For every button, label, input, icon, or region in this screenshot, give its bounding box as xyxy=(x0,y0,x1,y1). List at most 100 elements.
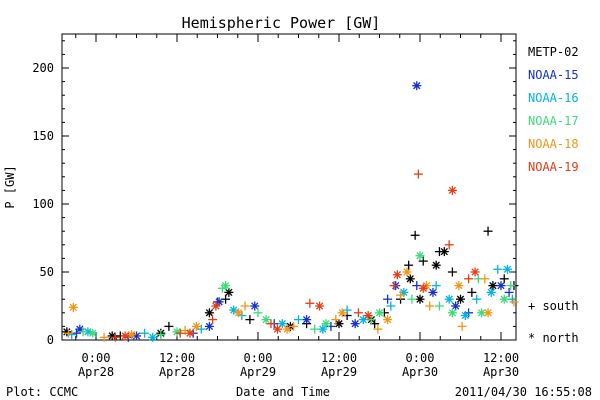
north-point xyxy=(88,328,98,338)
legend-item-metp-02: METP-02 xyxy=(528,45,579,59)
marker-stroke xyxy=(351,320,359,328)
south-point xyxy=(413,169,423,179)
north-point xyxy=(68,302,78,312)
y-tick-label: 0 xyxy=(47,333,54,347)
marker-stroke xyxy=(406,275,414,283)
north-point xyxy=(375,308,384,318)
north-point xyxy=(321,319,331,329)
marker-legend: + south * north xyxy=(528,299,579,345)
x-tick-label: 0:00 xyxy=(244,351,273,365)
legend-item-noaa-16: NOAA-16 xyxy=(528,91,579,105)
marker-stroke xyxy=(186,329,194,337)
north-point xyxy=(363,311,373,321)
north-point xyxy=(428,287,438,297)
north-point xyxy=(483,308,493,318)
marker-stroke xyxy=(108,332,116,340)
marker-stroke xyxy=(489,281,497,290)
south-point xyxy=(506,281,516,291)
marker-stroke xyxy=(383,315,392,324)
marker-stroke xyxy=(225,288,233,297)
north-point xyxy=(120,331,130,341)
north-point xyxy=(250,301,260,311)
x-tick-date-label: Apr30 xyxy=(483,365,519,379)
legend-item-noaa-18: NOAA-18 xyxy=(528,137,579,151)
south-point xyxy=(425,301,435,311)
marker-stroke xyxy=(500,295,508,303)
north-point xyxy=(499,294,509,304)
south-point xyxy=(404,260,414,270)
marker-stroke xyxy=(230,306,238,314)
y-axis: 0 50 100 150 200 xyxy=(32,40,516,347)
north-point xyxy=(447,308,457,318)
south-point xyxy=(483,226,493,236)
data-points xyxy=(62,81,519,342)
marker-stroke xyxy=(445,295,453,303)
marker-stroke xyxy=(319,325,327,333)
south-point xyxy=(383,294,393,304)
marker-stroke xyxy=(205,322,214,331)
marker-stroke xyxy=(76,325,84,333)
south-point xyxy=(305,298,315,308)
south-point xyxy=(509,297,519,307)
north-point xyxy=(191,321,201,331)
south-point xyxy=(353,308,363,318)
x-tick-date-label: Apr28 xyxy=(78,365,114,379)
north-point xyxy=(444,294,454,304)
south-point xyxy=(499,274,509,284)
south-point xyxy=(99,332,109,342)
north-point xyxy=(447,185,457,195)
x-axis-label: Date and Time xyxy=(236,385,330,399)
north-point xyxy=(350,319,360,329)
north-point xyxy=(337,308,347,318)
marker-stroke xyxy=(413,82,421,90)
south-point xyxy=(389,281,399,291)
x-tick-date-label: Apr30 xyxy=(402,365,438,379)
legend-item-noaa-17: NOAA-17 xyxy=(528,114,579,128)
y-axis-label: P [GW] xyxy=(3,165,17,208)
marker-stroke xyxy=(69,303,77,312)
north-point xyxy=(282,324,292,334)
south-point xyxy=(407,294,417,304)
marker-stroke xyxy=(251,302,259,310)
north-point xyxy=(127,330,137,340)
south-point xyxy=(396,290,406,300)
north-point xyxy=(405,274,415,284)
marker-stroke xyxy=(89,329,97,337)
x-tick-date-label: Apr29 xyxy=(321,365,357,379)
marker-stroke xyxy=(416,295,424,303)
marker-stroke xyxy=(393,271,401,279)
north-point xyxy=(454,281,464,291)
marker-stroke xyxy=(335,320,343,328)
south-point xyxy=(457,321,467,331)
marker-stroke xyxy=(221,281,230,290)
marker-stroke xyxy=(121,332,129,340)
south-point xyxy=(266,319,276,329)
marker-stroke xyxy=(273,325,282,333)
south-point xyxy=(140,328,150,338)
marker-stroke xyxy=(429,288,437,297)
north-point xyxy=(204,308,214,318)
south-point xyxy=(164,321,174,331)
south-point xyxy=(110,332,120,342)
marker-stroke xyxy=(471,268,479,276)
north-point xyxy=(315,301,325,311)
marker-stroke xyxy=(477,309,486,317)
x-tick-label: 12:00 xyxy=(159,351,195,365)
marker-stroke xyxy=(205,309,214,317)
north-point xyxy=(439,247,449,257)
north-point xyxy=(172,327,182,337)
chart-title: Hemispheric Power [GW] xyxy=(182,14,381,32)
legend-item-noaa-15: NOAA-15 xyxy=(528,68,579,82)
north-point xyxy=(496,281,506,291)
marker-stroke xyxy=(432,261,440,269)
south-point xyxy=(467,287,477,297)
south-point xyxy=(294,315,303,325)
north-point xyxy=(224,287,234,297)
south-point xyxy=(245,315,255,325)
north-point xyxy=(302,315,312,325)
marker-stroke xyxy=(338,309,346,317)
marker-stroke xyxy=(451,302,460,310)
x-tick-label: 12:00 xyxy=(483,351,519,365)
x-tick-date-label: Apr28 xyxy=(159,365,195,379)
